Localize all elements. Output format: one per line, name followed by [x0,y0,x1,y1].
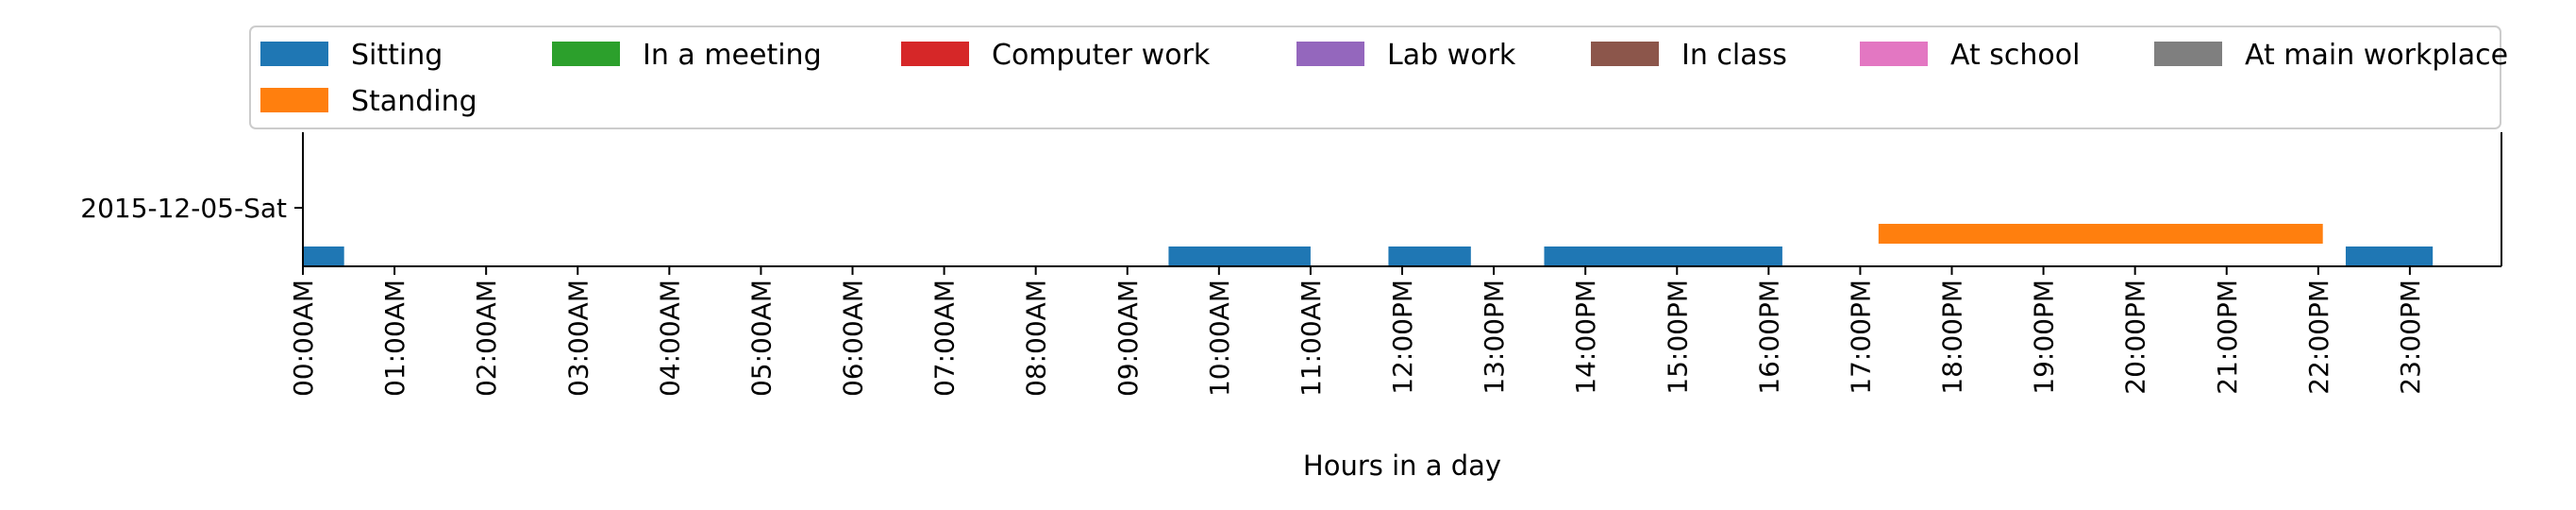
x-tick-label: 18:00PM [1937,280,1968,395]
x-tick-label: 21:00PM [2212,280,2243,395]
legend-swatch-at-main-workplace [2154,42,2222,66]
x-tick-label: 13:00PM [1479,280,1510,395]
legend-label: Standing [351,85,477,118]
legend-label: In a meeting [643,39,822,72]
legend-box [249,26,2501,129]
bar-sitting-0 [303,246,344,266]
x-tick-label: 02:00AM [471,280,502,397]
x-tick-label: 15:00PM [1662,280,1693,395]
plot-marks [303,224,2434,266]
legend-swatch-computer-work [901,42,969,66]
x-tick-label: 16:00PM [1753,280,1784,395]
legend-label: In class [1681,39,1787,72]
x-tick-label: 10:00AM [1204,280,1235,397]
bar-sitting-1 [1168,246,1311,266]
legend-swatch-in-class [1591,42,1659,66]
legend-label: Lab work [1387,39,1516,72]
legend: Sitting Standing In a meeting Computer work… [249,26,2508,129]
x-tick-label: 14:00PM [1570,280,1601,395]
legend-label: Sitting [351,39,443,72]
legend-swatch-lab-work [1296,42,1364,66]
x-tick-label: 22:00PM [2303,280,2334,395]
x-tick-label: 09:00AM [1112,280,1144,397]
x-tick-label: 06:00AM [838,280,869,397]
y-tick-label: 2015-12-05-Sat [80,193,287,224]
x-tick-label: 12:00PM [1387,280,1418,395]
legend-label: At main workplace [2245,39,2508,72]
x-tick-label: 20:00PM [2120,280,2151,395]
x-tick-label: 07:00AM [929,280,961,397]
legend-swatch-in-a-meeting [552,42,620,66]
legend-label: Computer work [992,39,1211,72]
axes: 00:00AM 01:00AM 02:00AM 03:00AM 04:00AM 05:00… [80,132,2502,397]
x-tick-label: 08:00AM [1021,280,1052,397]
legend-label: At school [1950,39,2080,72]
x-tick-label: 11:00AM [1296,280,1327,397]
x-tick-label: 00:00AM [288,280,319,397]
legend-swatch-at-school [1860,42,1928,66]
bar-sitting-3 [1544,246,1782,266]
x-tick-label: 03:00AM [562,280,594,397]
bar-sitting-4 [2345,246,2434,266]
x-tick-label: 19:00PM [2029,280,2060,395]
x-tick-label: 05:00AM [745,280,777,397]
legend-swatch-standing [260,88,328,112]
bar-sitting-2 [1388,246,1471,266]
legend-swatch-sitting [260,42,328,66]
x-tick-label: 17:00PM [1845,280,1876,395]
x-tick-label: 01:00AM [379,280,410,397]
x-tick-label: 04:00AM [654,280,685,397]
x-axis-title: Hours in a day [1303,450,1501,482]
bar-standing-0 [1878,224,2323,244]
x-tick-label: 23:00PM [2395,280,2426,395]
